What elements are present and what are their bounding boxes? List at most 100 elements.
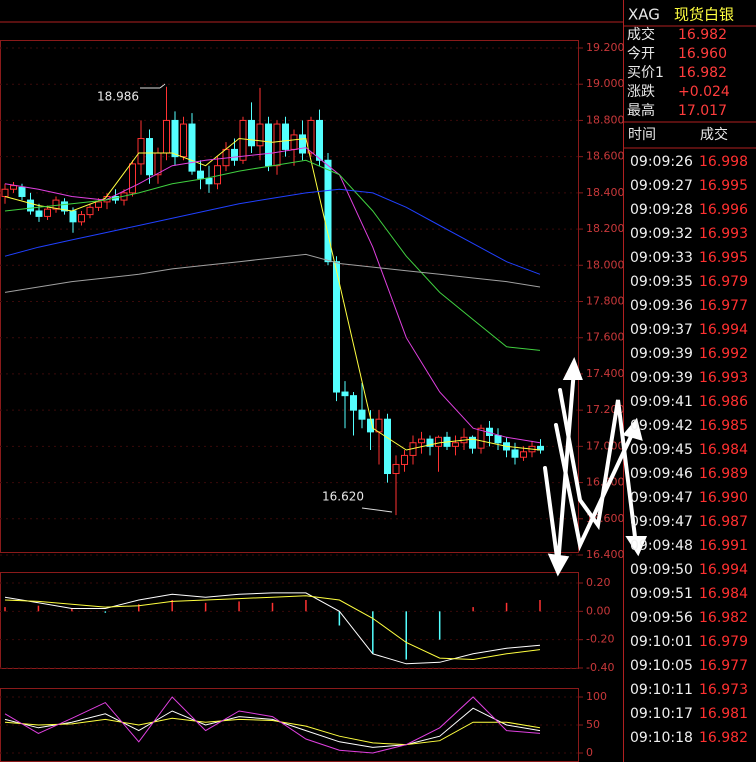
trade-time: 09:09:45 [630,442,693,458]
candle-body [435,436,442,447]
trade-time: 09:09:39 [630,346,693,362]
y-tick-label: -0.20 [586,633,614,646]
trade-price: 16.979 [699,634,748,650]
candle-body [520,451,527,458]
y-tick-label: 17.400 [586,367,625,380]
trade-time: 09:10:17 [630,706,693,722]
arrowhead [547,553,570,577]
candle-body [188,123,196,172]
y-tick-label: 16.400 [586,548,625,561]
hand-drawn-arrows [543,357,648,577]
candle-body [1,188,9,197]
y-tick-label: 18.000 [586,258,625,271]
trade-price: 16.989 [699,466,748,482]
candle-body [35,210,43,217]
trade-time: 09:09:41 [630,394,693,410]
candle-body [163,119,170,154]
candle-body [290,134,298,150]
trade-price: 16.987 [699,514,748,530]
candle-body [10,185,17,190]
candle-body [333,261,340,393]
trade-price: 16.994 [699,562,748,578]
trade-time: 09:10:01 [630,634,693,650]
trade-time: 09:09:42 [630,418,693,434]
y-tick-label: 0 [586,746,593,759]
arrow-stroke [554,423,636,552]
candle-body [384,418,391,475]
indicator-line [4,707,541,748]
indicator-line [4,595,541,661]
indicator-line [4,253,541,293]
trade-time: 09:09:47 [630,514,693,530]
high-annotation: 18.986 [97,90,139,104]
trade-time: 09:09:36 [630,298,693,314]
quote-value: +0.024 [678,84,730,100]
candle-body [477,427,485,449]
leader-line [361,507,393,513]
candle-body [392,463,400,475]
y-tick-label: 18.600 [586,150,625,163]
trade-time: 09:09:50 [630,562,693,578]
trade-time: 09:09:33 [630,250,693,266]
y-tick-label: 17.800 [586,295,625,308]
candle-body [231,148,238,161]
candle-body [78,214,85,223]
trade-time: 09:10:05 [630,658,693,674]
candle-body [350,395,357,411]
leader-line [159,83,166,89]
y-tick-label: 17.000 [586,439,625,452]
candle-body [86,206,94,216]
indicator-line [4,137,541,451]
trade-time: 09:09:51 [630,586,693,602]
column-header: 成交 [700,126,728,143]
trade-price: 16.994 [699,322,748,338]
arrowhead [562,357,583,380]
candle-body [537,445,544,451]
candle-body [239,119,247,161]
trade-price: 16.984 [699,442,748,458]
trade-time: 09:09:46 [630,466,693,482]
trade-time: 09:09:26 [630,154,693,170]
trade-price: 16.982 [699,610,748,626]
trade-time: 09:09:35 [630,274,693,290]
candle-body [18,186,26,197]
instrument-name: 现货白银 [674,6,734,24]
y-tick-label: 18.200 [586,222,625,235]
y-tick-label: 0.20 [586,576,611,589]
low-annotation: 16.620 [322,490,364,504]
candle-body [452,442,459,447]
trade-price: 16.977 [699,658,748,674]
trade-time: 09:09:39 [630,370,693,386]
candle-body [426,438,434,447]
candle-body [197,170,204,179]
y-tick-label: -0.40 [586,661,614,674]
candle-body [61,201,68,212]
candle-body [401,454,408,465]
trade-time: 09:09:47 [630,490,693,506]
trade-time: 09:10:11 [630,682,693,698]
y-tick-label: 18.800 [586,113,625,126]
candle-body [137,138,145,165]
candle-body [282,123,289,150]
trade-time: 09:09:56 [630,610,693,626]
trade-price: 16.995 [699,250,748,266]
candle-body [511,449,519,458]
candle-body [469,436,476,449]
main-frame [0,40,579,553]
candle-body [214,165,221,185]
arrow-stroke [558,388,638,547]
trade-time: 09:09:37 [630,322,693,338]
candle-body [129,163,136,194]
indicator-line [4,592,541,665]
trade-price: 16.990 [699,490,748,506]
quote-label: 买价1 [627,65,664,81]
indicator-line [4,188,541,275]
trade-price: 16.993 [699,226,748,242]
quote-value: 16.982 [678,65,727,81]
trade-price: 16.977 [699,298,748,314]
candle-body [265,123,272,167]
trade-price: 16.982 [699,730,748,746]
trade-price: 16.973 [699,682,748,698]
trade-price: 16.979 [699,274,748,290]
